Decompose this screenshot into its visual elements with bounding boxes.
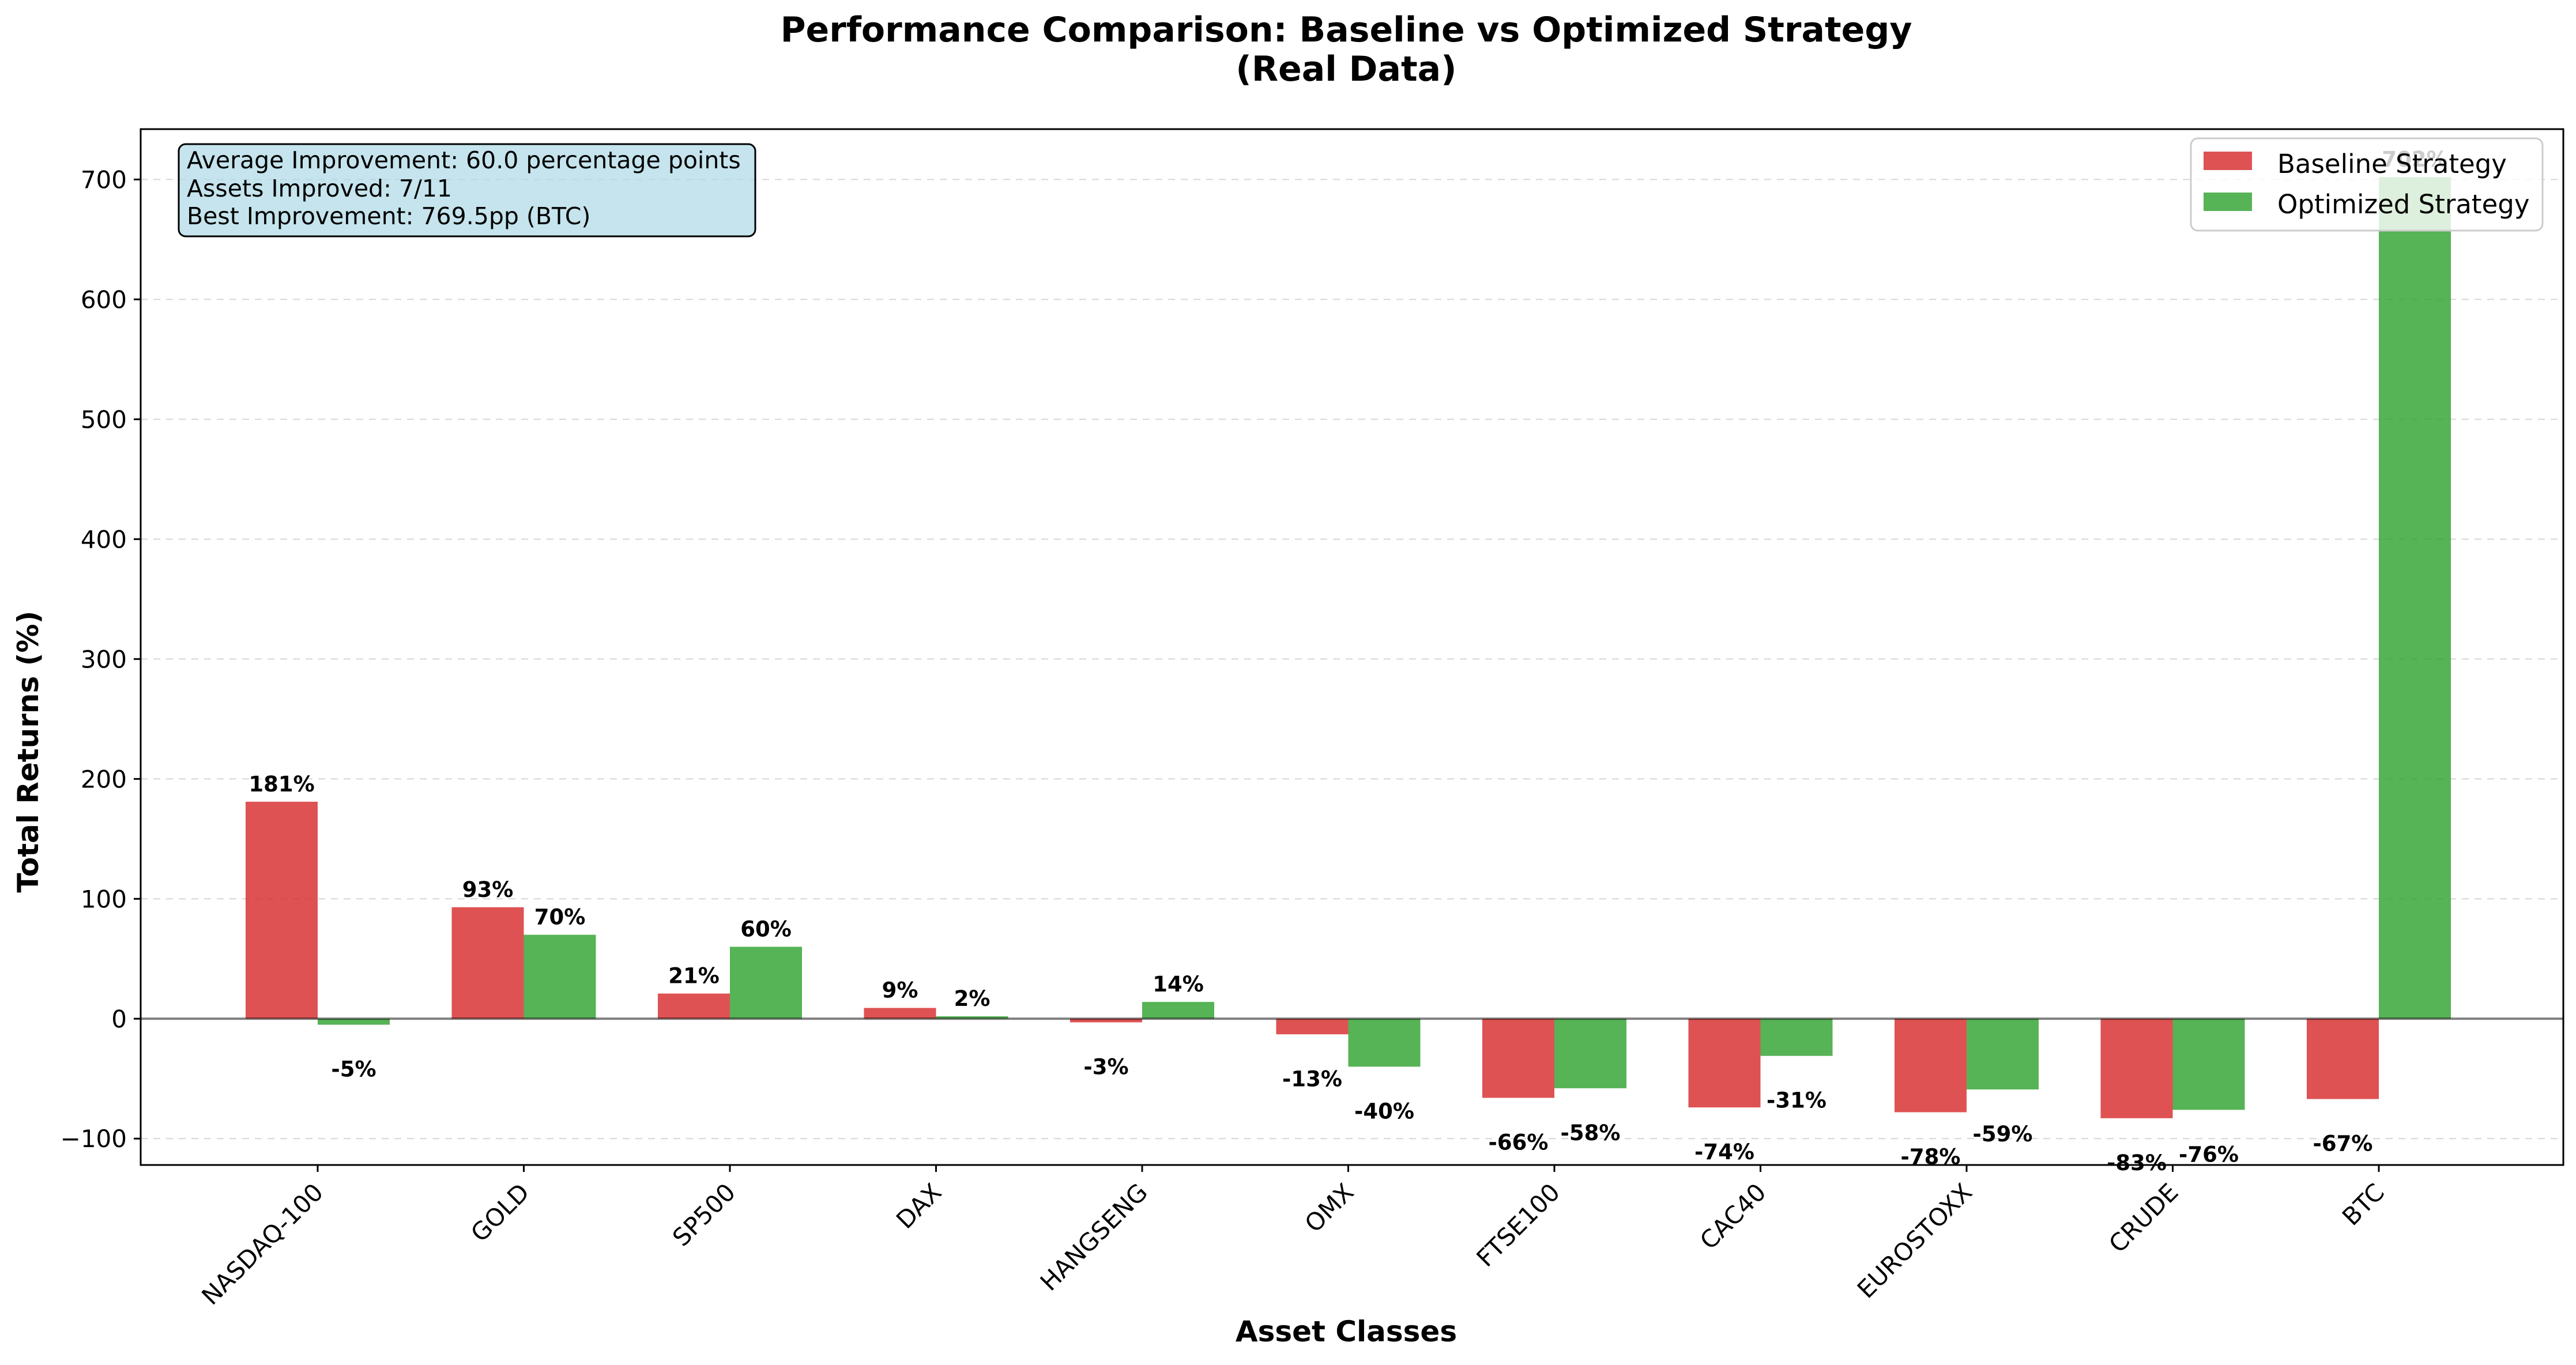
legend-swatch-optimized bbox=[2204, 193, 2252, 211]
y-tick-label: 500 bbox=[81, 405, 127, 433]
optimized-label-omx: -40% bbox=[1354, 1099, 1414, 1123]
optimized-label-nasdaq-100: -5% bbox=[331, 1057, 376, 1082]
y-tick-label: 0 bbox=[111, 1005, 127, 1033]
optimized-label-sp500: 60% bbox=[740, 917, 792, 941]
stats-line-assets: Assets Improved: 7/11 bbox=[187, 175, 452, 202]
optimized-label-hangseng: 14% bbox=[1153, 972, 1204, 997]
baseline-bar-hangseng bbox=[1070, 1019, 1142, 1023]
baseline-bar-eurostoxx bbox=[1895, 1019, 1967, 1113]
baseline-label-gold: 93% bbox=[462, 877, 514, 902]
y-axis-ticks: −100 0 100 200 300 400 500 600 700 bbox=[61, 165, 141, 1153]
y-tick-label: −100 bbox=[61, 1125, 127, 1153]
x-axis-label: Asset Classes bbox=[1236, 1315, 1457, 1348]
baseline-bar-crude bbox=[2100, 1019, 2173, 1118]
x-tick-label-hangseng: HANGSENG bbox=[1035, 1178, 1153, 1296]
optimized-bar-omx bbox=[1348, 1019, 1421, 1067]
optimized-bar-hangseng bbox=[1142, 1002, 1214, 1019]
x-tick-label-cac40: CAC40 bbox=[1694, 1178, 1772, 1255]
baseline-label-dax: 9% bbox=[882, 978, 918, 1003]
y-axis-label: Total Returns (%) bbox=[12, 610, 45, 892]
x-tick-label-dax: DAX bbox=[891, 1178, 947, 1234]
x-tick-label-eurostoxx: EUROSTOXX bbox=[1852, 1178, 1978, 1303]
baseline-bar-sp500 bbox=[658, 993, 730, 1019]
x-axis-ticks: NASDAQ-100 GOLD SP500 DAX HANGSENG OMX FTSE100… bbox=[196, 1165, 2390, 1310]
baseline-bar-dax bbox=[864, 1008, 936, 1019]
legend-label-baseline: Baseline Strategy bbox=[2277, 149, 2507, 179]
bars bbox=[246, 177, 2451, 1118]
data-labels: 181%93%21%9%-3% -13%-66% -74% -78% -83%-67%-… bbox=[248, 147, 2447, 1175]
optimized-bar-gold bbox=[524, 934, 596, 1019]
optimized-bar-nasdaq-100 bbox=[318, 1019, 390, 1025]
baseline-label-hangseng: -3% bbox=[1083, 1054, 1128, 1079]
baseline-bar-btc bbox=[2307, 1019, 2379, 1099]
baseline-bar-cac40 bbox=[1688, 1019, 1761, 1108]
optimized-label-gold: 70% bbox=[534, 905, 586, 930]
baseline-label-crude: -83% bbox=[2107, 1151, 2167, 1175]
baseline-label-btc: -67% bbox=[2313, 1132, 2373, 1156]
optimized-label-eurostoxx: -59% bbox=[1973, 1122, 2033, 1147]
optimized-bar-sp500 bbox=[730, 947, 802, 1019]
x-tick-label-btc: BTC bbox=[2337, 1178, 2390, 1231]
stats-box-background bbox=[178, 143, 756, 237]
optimized-bar-cac40 bbox=[1760, 1019, 1833, 1056]
optimized-label-ftse100: -58% bbox=[1561, 1121, 1621, 1145]
legend-frame bbox=[2190, 137, 2544, 232]
baseline-bar-gold bbox=[451, 907, 524, 1019]
baseline-label-nasdaq-100: 181% bbox=[248, 772, 314, 797]
y-tick-label: 400 bbox=[81, 525, 127, 553]
plot-frame bbox=[140, 128, 2564, 1166]
optimized-label-crude: -76% bbox=[2179, 1142, 2239, 1167]
baseline-label-ftse100: -66% bbox=[1489, 1130, 1549, 1155]
x-tick-label-nasdaq-100: NASDAQ-100 bbox=[196, 1178, 329, 1310]
stats-line-average: Average Improvement: 60.0 percentage poi… bbox=[187, 146, 741, 174]
y-tick-label: 600 bbox=[81, 285, 127, 314]
x-tick-label-omx: OMX bbox=[1300, 1178, 1359, 1238]
optimized-bar-eurostoxx bbox=[1967, 1019, 2039, 1089]
stats-line-best: Best Improvement: 769.5pp (BTC) bbox=[187, 202, 590, 230]
x-tick-label-sp500: SP500 bbox=[667, 1178, 741, 1251]
x-tick-label-gold: GOLD bbox=[465, 1178, 534, 1247]
grid bbox=[141, 179, 2563, 1140]
chart-subtitle: (Real Data) bbox=[1236, 49, 1456, 89]
optimized-bar-crude bbox=[2172, 1019, 2245, 1110]
baseline-bar-ftse100 bbox=[1482, 1019, 1554, 1098]
x-tick-label-ftse100: FTSE100 bbox=[1471, 1178, 1565, 1272]
y-tick-label: 100 bbox=[81, 885, 127, 913]
optimized-label-dax: 2% bbox=[954, 986, 991, 1011]
optimized-bar-ftse100 bbox=[1554, 1019, 1626, 1088]
x-tick-label-crude: CRUDE bbox=[2103, 1178, 2183, 1258]
y-tick-label: 200 bbox=[81, 765, 127, 793]
chart-title: Performance Comparison: Baseline vs Opti… bbox=[781, 10, 1912, 50]
optimized-bar-dax bbox=[936, 1016, 1008, 1019]
baseline-bar-omx bbox=[1276, 1019, 1349, 1035]
baseline-label-omx: -13% bbox=[1282, 1066, 1342, 1091]
baseline-label-cac40: -74% bbox=[1694, 1140, 1754, 1164]
stats-box: Average Improvement: 60.0 percentage poi… bbox=[178, 143, 756, 237]
baseline-label-sp500: 21% bbox=[668, 964, 720, 989]
y-tick-label: 300 bbox=[81, 645, 127, 673]
baseline-bar-nasdaq-100 bbox=[246, 801, 318, 1019]
legend-swatch-baseline bbox=[2204, 152, 2252, 170]
y-tick-label: 700 bbox=[81, 165, 127, 194]
legend: Baseline Strategy Optimized Strategy bbox=[2190, 137, 2544, 232]
optimized-label-cac40: -31% bbox=[1767, 1088, 1826, 1113]
legend-label-optimized: Optimized Strategy bbox=[2277, 189, 2529, 220]
optimized-bar-btc bbox=[2379, 177, 2451, 1019]
